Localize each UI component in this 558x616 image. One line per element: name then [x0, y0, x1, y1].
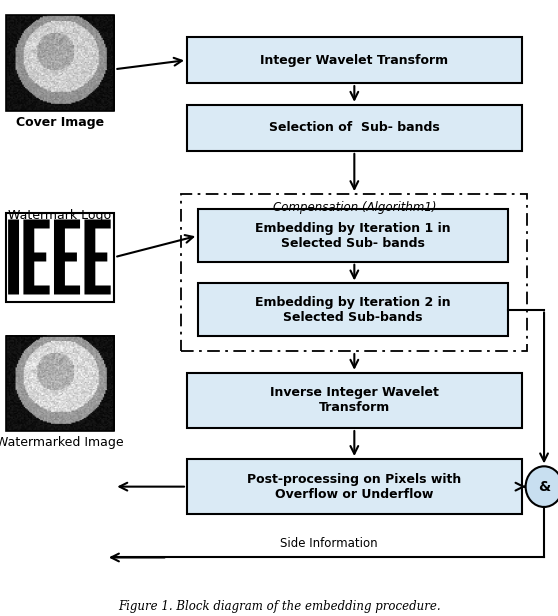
Bar	[6, 15, 114, 111]
FancyBboxPatch shape	[198, 209, 508, 262]
Text: Integer Wavelet Transform: Integer Wavelet Transform	[260, 54, 449, 67]
Text: Embedding by Iteration 1 in
Selected Sub- bands: Embedding by Iteration 1 in Selected Sub…	[255, 222, 451, 249]
Bar	[6, 213, 114, 302]
Circle shape	[526, 466, 558, 507]
Text: Cover Image: Cover Image	[16, 116, 104, 129]
Text: Post-processing on Pixels with
Overflow or Underflow: Post-processing on Pixels with Overflow …	[247, 472, 461, 501]
Text: Compensation (Algorithm1): Compensation (Algorithm1)	[272, 201, 436, 214]
Bar	[6, 336, 114, 431]
Text: Watermarked Image: Watermarked Image	[0, 436, 123, 449]
Text: Selection of  Sub- bands: Selection of Sub- bands	[269, 121, 440, 134]
Text: Side Information: Side Information	[281, 537, 378, 550]
FancyBboxPatch shape	[187, 459, 522, 514]
FancyBboxPatch shape	[198, 283, 508, 336]
Text: Inverse Integer Wavelet
Transform: Inverse Integer Wavelet Transform	[270, 386, 439, 415]
Text: &: &	[538, 480, 550, 493]
Text: Embedding by Iteration 2 in
Selected Sub-bands: Embedding by Iteration 2 in Selected Sub…	[255, 296, 451, 323]
FancyBboxPatch shape	[187, 105, 522, 151]
FancyBboxPatch shape	[187, 373, 522, 428]
FancyBboxPatch shape	[187, 37, 522, 83]
Text: Figure 1. Block diagram of the embedding procedure.: Figure 1. Block diagram of the embedding…	[118, 600, 440, 613]
Text: Watermark Logo: Watermark Logo	[8, 209, 111, 222]
